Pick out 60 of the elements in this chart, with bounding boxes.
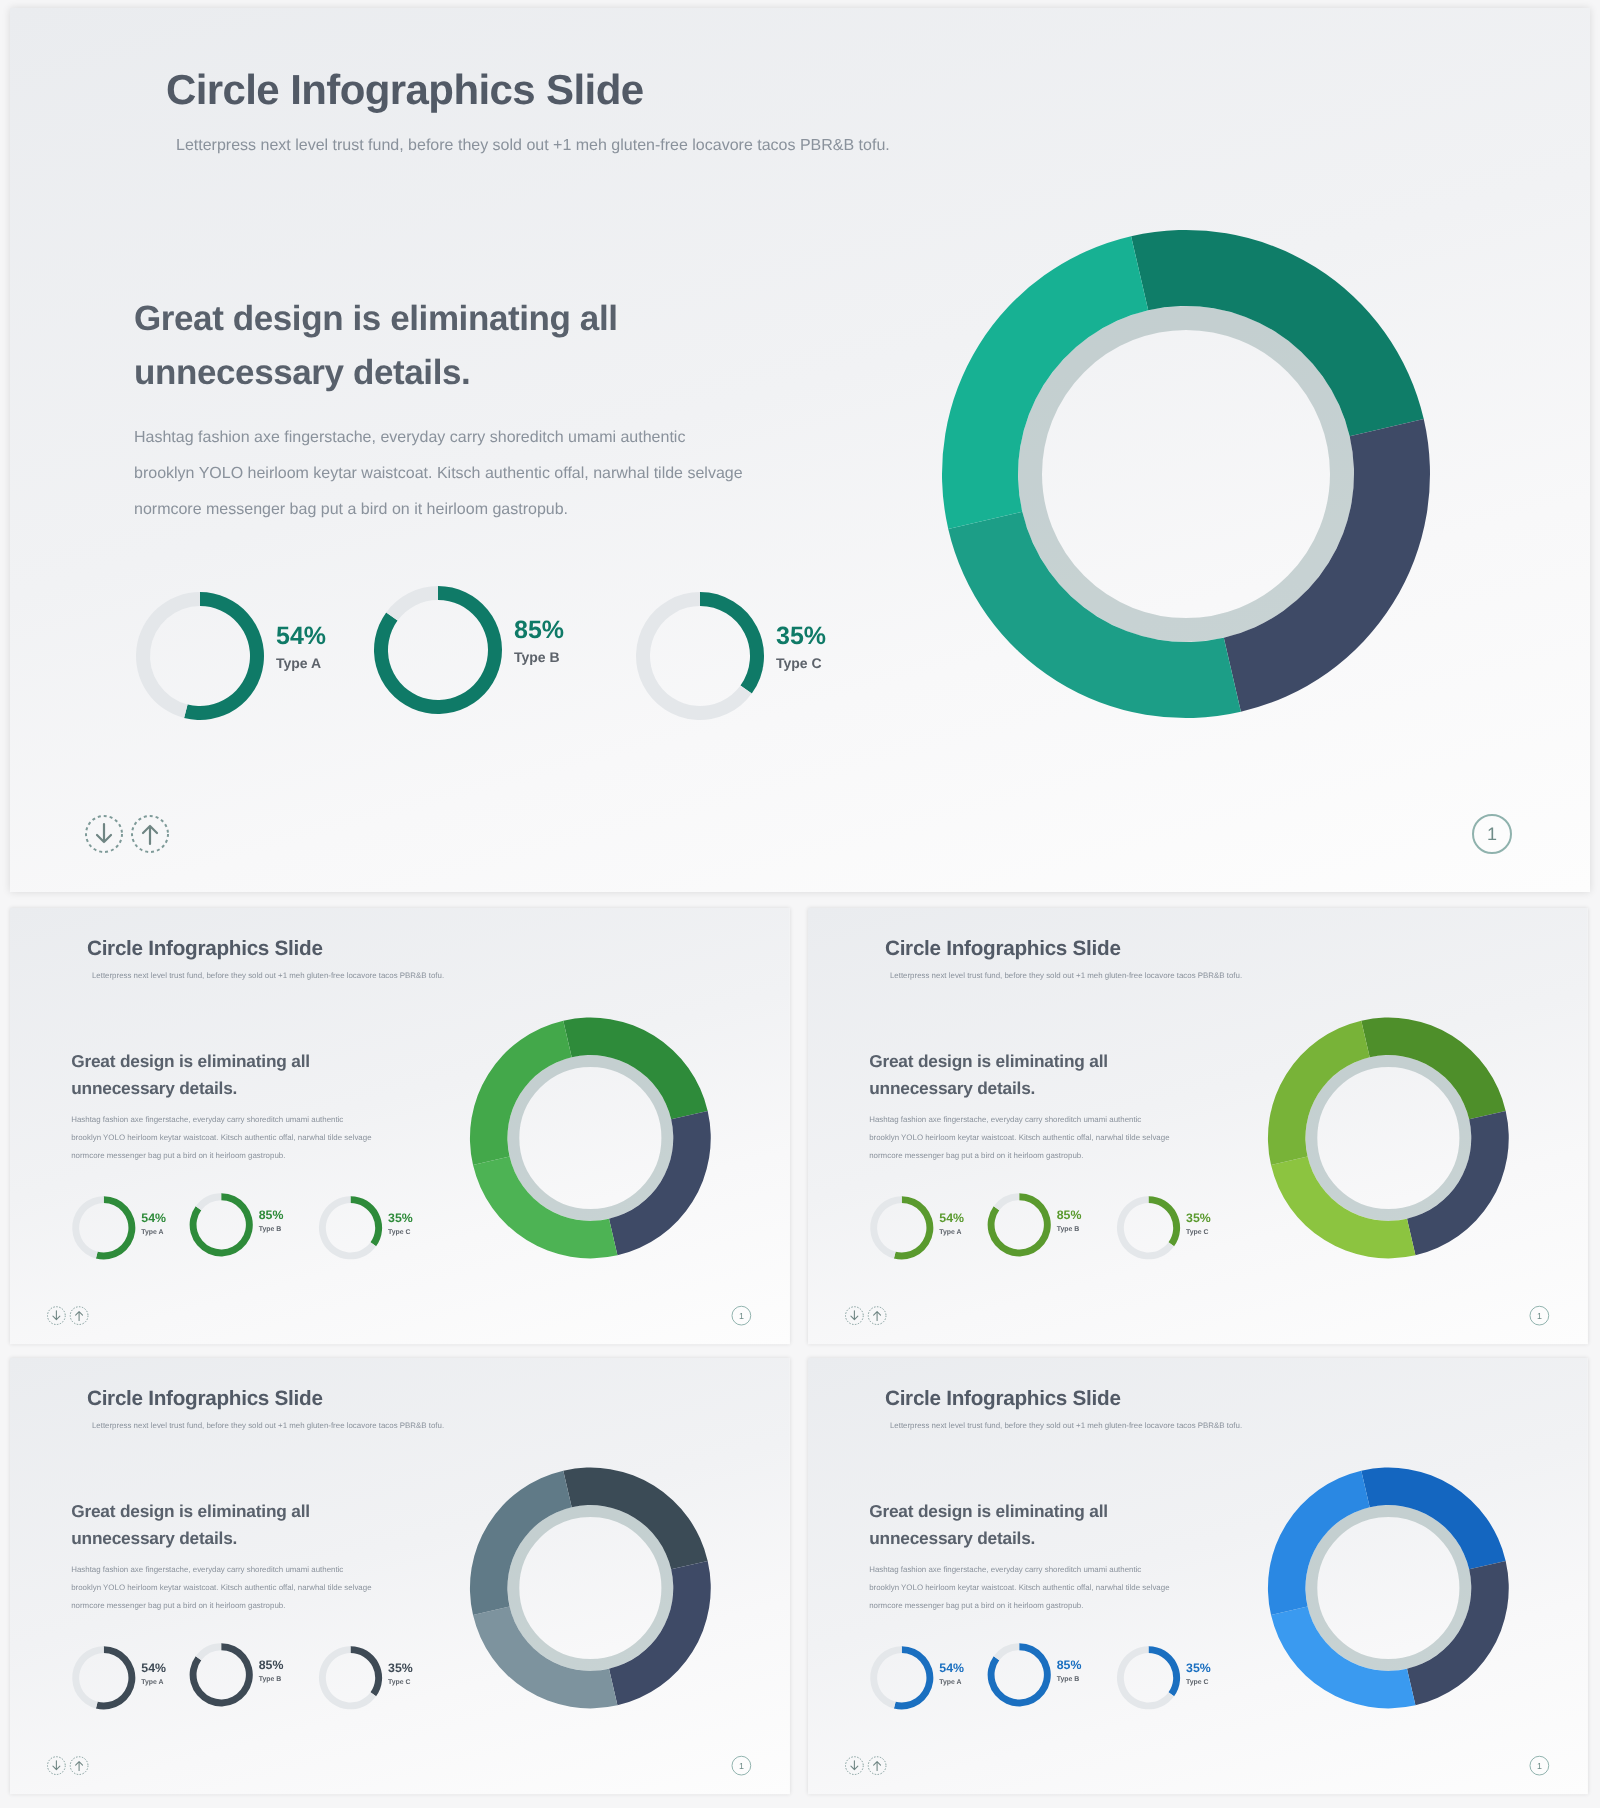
- data-label: 85%: [514, 616, 565, 644]
- text: 1: [1472, 814, 1512, 854]
- donut-slice: [136, 592, 200, 718]
- donut-slice: [609, 1110, 711, 1256]
- text: Circle Infographics Slide: [166, 68, 644, 116]
- donut-slice: [318, 1196, 377, 1260]
- donut-slice: [987, 1643, 1051, 1707]
- donut-slice: [72, 1646, 104, 1709]
- donut-slice: [350, 1646, 383, 1697]
- donut-slice: [893, 1646, 934, 1710]
- donut-slice: [942, 236, 1149, 529]
- donut-slice: [1407, 1110, 1509, 1256]
- donut-slice: [195, 1193, 222, 1211]
- donut-slice: [1116, 1196, 1175, 1260]
- donut-slice: [95, 1196, 136, 1260]
- text: Circle Infographics Slide: [884, 937, 1121, 962]
- donut-slice: [636, 592, 752, 720]
- text: Circle Infographics Slide: [884, 1387, 1121, 1412]
- donut-slice: [1271, 1606, 1416, 1709]
- donut-slice: [1148, 1196, 1181, 1247]
- donut-slice: [1116, 1646, 1175, 1710]
- donut-slice: [948, 511, 1241, 718]
- donut-slice: [1223, 419, 1430, 712]
- donut-slice: [72, 1196, 104, 1259]
- donut-slice: [563, 1017, 708, 1120]
- donut-slice: [95, 1646, 136, 1710]
- data-label: 54%: [276, 622, 327, 650]
- text: Great design is eliminating all unnecessary details.: [134, 296, 620, 396]
- donut-slice: [189, 1193, 253, 1257]
- donut-slice: [374, 586, 502, 714]
- donut-slice: [184, 592, 264, 720]
- donut-slice: [189, 1643, 253, 1707]
- donut-slice: [318, 1646, 377, 1710]
- data-label: 35%: [776, 622, 827, 650]
- donut-slice: [987, 1193, 1051, 1257]
- text: Great design is eliminating all unnecessary details.: [869, 1499, 1110, 1552]
- text: Great design is eliminating all unnecessary details.: [869, 1049, 1110, 1102]
- donut-slice: [350, 1196, 383, 1247]
- donut-slice: [1361, 1017, 1506, 1120]
- donut-slice: [386, 586, 438, 621]
- donut-slice: [993, 1643, 1020, 1661]
- donut-slice: [1271, 1156, 1416, 1259]
- donut-slice: [1267, 1470, 1370, 1616]
- donut-slice: [195, 1643, 222, 1661]
- text: Circle Infographics Slide: [86, 1387, 323, 1412]
- text: Great design is eliminating all unnecessary details.: [71, 1049, 312, 1102]
- donut-slice: [993, 1193, 1020, 1211]
- donut-slice: [870, 1646, 902, 1709]
- donut-slice: [1361, 1467, 1506, 1570]
- text: Hashtag fashion axe fingerstache, everyday carry shoreditch umami authentic brooklyn YOLO heirloom keytar waistcoat. Kitsch authentic offal, narwhal tilde selvage normcore messenger bag put a bird on it heirloom gastropub.: [134, 426, 744, 522]
- donut-slice: [893, 1196, 934, 1260]
- donut-slice: [1407, 1560, 1509, 1706]
- donut-slice: [1131, 230, 1424, 437]
- donut-slice: [700, 592, 764, 694]
- donut-slice: [1267, 1020, 1370, 1166]
- text: Letterpress next level trust fund, before they sold out +1 meh gluten-free locavore tacos PBR&B tofu.: [176, 136, 890, 154]
- text: Great design is eliminating all unnecessary details.: [71, 1499, 312, 1552]
- donut-slice: [1148, 1646, 1181, 1697]
- donut-slice: [870, 1196, 902, 1259]
- text: Circle Infographics Slide: [86, 937, 323, 962]
